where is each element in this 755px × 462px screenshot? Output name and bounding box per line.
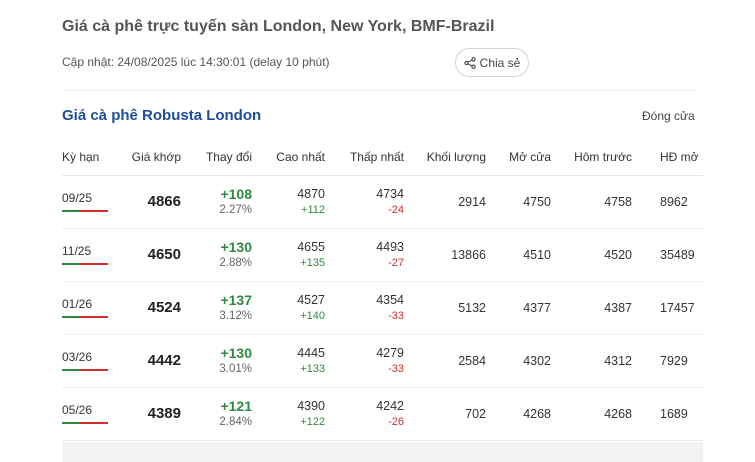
high-diff: +122 [300,415,325,428]
open-value: 4750 [486,175,551,229]
share-label: Chia sẻ [479,55,521,70]
table-header-row: Kỳ hạn Giá khớp Thay đổi Cao nhất Thấp n… [62,140,703,176]
term-range-bar [62,210,108,212]
open-value: 4302 [486,334,551,388]
table-row[interactable]: 09/25 4866 +108 2.27% 4870 +112 4734 -24… [62,175,703,229]
open-interest-value: 17457 [632,281,703,335]
change-percent: 2.84% [219,415,252,428]
low-diff: -26 [388,415,404,428]
table-row[interactable]: 05/26 4389 +121 2.84% 4390 +122 4242 -26… [62,387,703,441]
col-header-volume: Khối lượng [404,140,486,176]
match-price: 4866 [147,193,181,210]
volume-value: 13866 [404,228,486,282]
change-percent: 3.01% [219,362,252,375]
term-label: 09/25 [62,191,93,205]
low-diff: -27 [388,256,404,269]
prev-close-value: 4387 [551,281,632,335]
match-price: 4442 [147,352,181,369]
high-value: 4390 [297,398,325,413]
col-header-open-interest: HĐ mở [632,140,703,176]
col-header-low: Thấp nhất [325,140,404,176]
col-header-term: Kỳ hạn [62,140,120,176]
low-value: 4354 [376,292,404,307]
table-row[interactable]: 03/26 4442 +130 3.01% 4445 +133 4279 -33… [62,334,703,388]
low-value: 4279 [376,345,404,360]
high-value: 4870 [297,186,325,201]
term-label: 11/25 [62,244,92,258]
match-price: 4389 [147,405,181,422]
change-value: +108 [220,185,252,202]
high-diff: +135 [300,256,325,269]
change-percent: 2.88% [219,256,252,269]
table-row[interactable]: 11/25 4650 +130 2.88% 4655 +135 4493 -27… [62,228,703,282]
low-diff: -33 [388,309,404,322]
col-header-high: Cao nhất [252,140,325,176]
share-icon [464,56,476,69]
change-value: +137 [220,291,252,308]
share-button[interactable]: Chia sẻ [455,48,529,77]
volume-value: 702 [404,387,486,441]
high-diff: +133 [300,362,325,375]
low-diff: -24 [388,203,404,216]
price-table: Kỳ hạn Giá khớp Thay đổi Cao nhất Thấp n… [62,140,703,441]
high-diff: +112 [301,203,325,216]
term-range-bar [62,316,108,318]
price-table-container[interactable]: Kỳ hạn Giá khớp Thay đổi Cao nhất Thấp n… [62,140,703,462]
low-value: 4242 [376,398,404,413]
change-percent: 2.27% [219,203,252,216]
change-percent: 3.12% [219,309,252,322]
volume-value: 2914 [404,175,486,229]
term-label: 05/26 [62,403,93,417]
open-interest-value: 35489 [632,228,703,282]
volume-value: 5132 [404,281,486,335]
open-value: 4510 [486,228,551,282]
low-value: 4734 [376,186,404,201]
open-value: 4377 [486,281,551,335]
open-interest-value: 7929 [632,334,703,388]
low-value: 4493 [376,239,404,254]
term-label: 03/26 [62,350,93,364]
term-range-bar [62,263,108,265]
table-row[interactable]: 01/26 4524 +137 3.12% 4527 +140 4354 -33… [62,281,703,335]
term-range-bar [62,422,108,424]
volume-value: 2584 [404,334,486,388]
table-footer-scroll [62,442,703,462]
prev-close-value: 4758 [551,175,632,229]
match-price: 4524 [147,299,181,316]
col-header-prev: Hôm trước [551,140,632,176]
term-range-bar [62,369,108,371]
match-price: 4650 [147,246,181,263]
open-value: 4268 [486,387,551,441]
market-status: Đóng cửa [642,109,695,123]
high-value: 4655 [297,239,325,254]
high-value: 4445 [297,345,325,360]
change-value: +130 [220,344,252,361]
col-header-open: Mở cửa [486,140,551,176]
col-header-price: Giá khớp [120,140,181,176]
prev-close-value: 4312 [551,334,632,388]
open-interest-value: 1689 [632,387,703,441]
prev-close-value: 4520 [551,228,632,282]
term-label: 01/26 [62,297,93,311]
header-divider [62,90,696,91]
change-value: +121 [220,397,252,414]
low-diff: -33 [388,362,404,375]
high-diff: +140 [300,309,325,322]
updated-timestamp: Cập nhật: 24/08/2025 lúc 14:30:01 (delay… [62,55,330,69]
section-title: Giá cà phê Robusta London [62,107,262,124]
change-value: +130 [220,238,252,255]
high-value: 4527 [297,292,325,307]
col-header-change: Thay đổi [181,140,252,176]
open-interest-value: 8962 [632,175,703,229]
page-title: Giá cà phê trực tuyến sàn London, New Yo… [62,18,495,35]
prev-close-value: 4268 [551,387,632,441]
